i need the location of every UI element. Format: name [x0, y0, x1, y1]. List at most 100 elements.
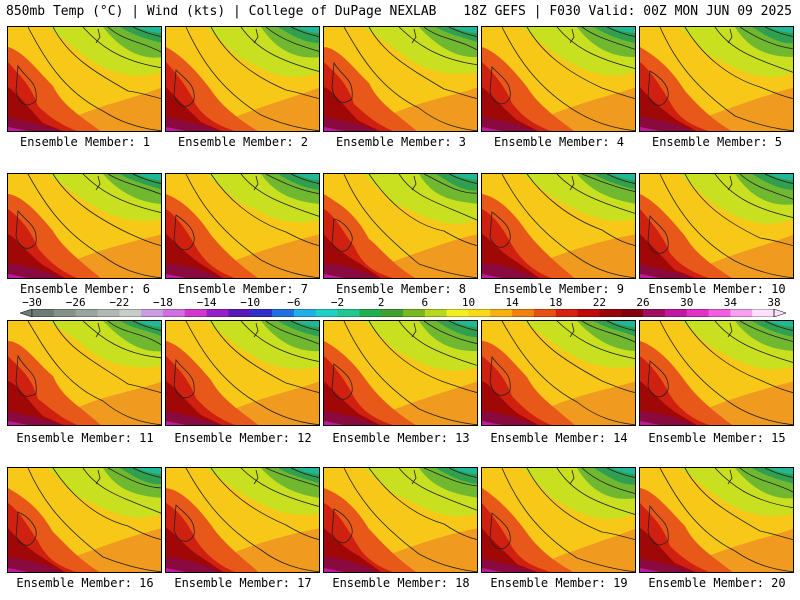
temperature-map-image — [640, 174, 793, 278]
temperature-map-image — [166, 174, 319, 278]
temperature-colorbar — [20, 309, 786, 317]
ensemble-member-label: Ensemble Member: 9 — [493, 282, 625, 296]
ensemble-member-label: Ensemble Member: 20 — [648, 576, 786, 590]
colorbar-tick-label: 10 — [461, 296, 476, 309]
ensemble-member-map — [165, 320, 320, 426]
colorbar-segment — [555, 309, 579, 317]
colorbar-segment — [381, 309, 404, 317]
ensemble-member-label: Ensemble Member: 11 — [16, 431, 154, 445]
colorbar-tick-label: −18 — [153, 296, 173, 309]
colorbar-segment — [32, 309, 55, 317]
temperature-map-image — [166, 468, 319, 572]
ensemble-member-label: Ensemble Member: 18 — [332, 576, 470, 590]
temperature-map-image — [640, 468, 793, 572]
colorbar-tick-label: 22 — [592, 296, 607, 309]
temperature-map-image — [482, 27, 635, 131]
colorbar-segment — [250, 309, 273, 317]
temperature-map-image — [8, 321, 161, 425]
temperature-map-image — [482, 321, 635, 425]
colorbar-segment — [97, 309, 120, 317]
colorbar-segment — [468, 309, 491, 317]
ensemble-member-label: Ensemble Member: 10 — [648, 282, 786, 296]
colorbar-segment — [599, 309, 622, 317]
ensemble-member-map — [481, 467, 636, 573]
colorbar-segment — [621, 309, 644, 317]
temperature-map-image — [8, 174, 161, 278]
colorbar-tick-label: 34 — [723, 296, 737, 309]
colorbar-tick-label: −14 — [196, 296, 217, 309]
colorbar-segment — [708, 309, 731, 317]
temperature-map-image — [166, 27, 319, 131]
ensemble-member-map — [323, 173, 478, 279]
temperature-map-image — [640, 27, 793, 131]
ensemble-member-label: Ensemble Member: 15 — [648, 431, 786, 445]
colorbar-segment — [228, 309, 251, 317]
colorbar-tick-label: 30 — [680, 296, 694, 309]
ensemble-member-map — [7, 26, 162, 132]
ensemble-member-label: Ensemble Member: 19 — [490, 576, 628, 590]
colorbar-segment — [490, 309, 513, 317]
colorbar-tick-label: 38 — [767, 296, 781, 309]
colorbar-segment — [730, 309, 753, 317]
ensemble-member-map — [7, 467, 162, 573]
ensemble-member-label: Ensemble Member: 2 — [177, 135, 309, 149]
colorbar-tick-label: 14 — [505, 296, 519, 309]
colorbar-tick-label: −30 — [22, 296, 42, 309]
colorbar-tick-label: 26 — [636, 296, 650, 309]
ensemble-member-label: Ensemble Member: 4 — [493, 135, 625, 149]
ensemble-member-label: Ensemble Member: 16 — [16, 576, 154, 590]
colorbar-tick-label: −10 — [240, 296, 261, 309]
ensemble-member-label: Ensemble Member: 7 — [177, 282, 309, 296]
temperature-map-image — [324, 27, 477, 131]
colorbar-segment — [577, 309, 600, 317]
ensemble-member-map — [323, 26, 478, 132]
colorbar-segment — [184, 309, 208, 317]
colorbar-high-arrow — [773, 309, 786, 317]
colorbar-low-arrow — [20, 309, 33, 317]
colorbar-segment — [337, 309, 360, 317]
map-title: 850mb Temp (°C) | Wind (kts) | College o… — [6, 4, 437, 19]
colorbar-segment — [446, 309, 469, 317]
colorbar-segment — [403, 309, 426, 317]
colorbar-segment — [752, 309, 775, 317]
colorbar-segment — [272, 309, 295, 317]
colorbar-segment — [293, 309, 317, 317]
colorbar-tick-label: 18 — [549, 296, 563, 309]
ensemble-member-map — [639, 26, 794, 132]
ensemble-member-map — [165, 26, 320, 132]
colorbar-segment — [53, 309, 77, 317]
colorbar-segment — [686, 309, 710, 317]
colorbar-segment — [512, 309, 535, 317]
ensemble-member-label: Ensemble Member: 13 — [332, 431, 470, 445]
colorbar-segment — [533, 309, 557, 317]
ensemble-member-label: Ensemble Member: 8 — [335, 282, 467, 296]
temperature-map-image — [324, 468, 477, 572]
ensemble-member-label: Ensemble Member: 3 — [335, 135, 467, 149]
ensemble-member-map — [481, 173, 636, 279]
temperature-map-image — [8, 27, 161, 131]
colorbar-segment — [359, 309, 382, 317]
temperature-map-image — [640, 321, 793, 425]
ensemble-member-map — [165, 467, 320, 573]
colorbar-segment — [206, 309, 229, 317]
ensemble-member-map — [481, 320, 636, 426]
ensemble-member-map — [639, 320, 794, 426]
ensemble-member-map — [323, 320, 478, 426]
colorbar-segment — [162, 309, 186, 317]
temperature-map-image — [482, 174, 635, 278]
colorbar-tick-label: −22 — [109, 296, 130, 309]
ensemble-member-map — [323, 467, 478, 573]
colorbar-segment — [119, 309, 142, 317]
temperature-map-image — [8, 468, 161, 572]
ensemble-member-map — [481, 26, 636, 132]
colorbar-segment — [424, 309, 448, 317]
ensemble-member-label: Ensemble Member: 12 — [174, 431, 312, 445]
colorbar-segment — [664, 309, 688, 317]
ensemble-member-map — [639, 173, 794, 279]
colorbar-tick-label: −2 — [330, 296, 345, 309]
colorbar-tick-label: 2 — [377, 296, 385, 309]
ensemble-member-label: Ensemble Member: 1 — [19, 135, 151, 149]
model-run-info: 18Z GEFS | F030 Valid: 00Z MON JUN 09 20… — [463, 4, 792, 19]
ensemble-member-map — [7, 320, 162, 426]
ensemble-member-map — [639, 467, 794, 573]
